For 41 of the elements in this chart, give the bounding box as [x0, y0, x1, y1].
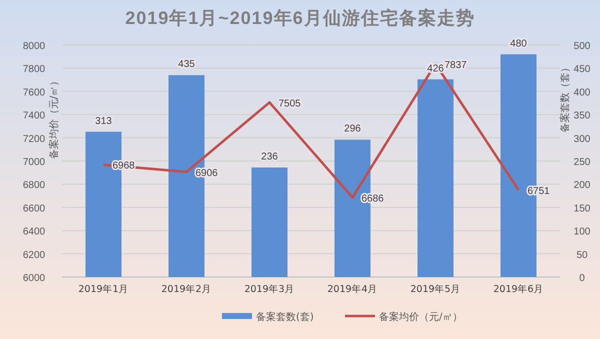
data-label: 6968 [112, 160, 136, 172]
legend-label: 备案套数(套) [256, 311, 314, 323]
y-axis-title: 备案均价（元/㎡） [48, 76, 60, 160]
y2-tick-label: 150 [574, 203, 591, 214]
data-label: 480 [510, 38, 528, 50]
y-tick-label: 8000 [22, 41, 46, 52]
legend-label: 备案均价（元/㎡） [379, 311, 462, 323]
data-label: 7837 [444, 60, 468, 71]
y2-axis-title: 备案套数（套） [559, 62, 571, 132]
y2-tick-label: 250 [574, 157, 591, 168]
y2-tick-label: 0 [579, 273, 586, 284]
x-tick-label: 2019年2月 [161, 283, 212, 295]
y2-tick-label: 400 [574, 87, 591, 98]
y-tick-label: 6800 [22, 180, 46, 192]
y2-tick-label: 50 [576, 250, 588, 261]
y-tick-label: 7600 [22, 87, 46, 98]
y-tick-label: 6600 [22, 203, 46, 214]
chart-title: 2019年1月~2019年6月仙游住宅备案走势 [125, 8, 475, 28]
y2-tick-label: 350 [574, 110, 591, 122]
data-label: 296 [344, 124, 362, 135]
y-tick-label: 7200 [22, 134, 46, 145]
y2-tick-label: 500 [574, 41, 591, 52]
data-label: 236 [261, 151, 278, 162]
y-tick-label: 6400 [22, 226, 46, 238]
y-tick-label: 7400 [22, 110, 46, 122]
y2-tick-label: 300 [574, 134, 591, 145]
data-label: 435 [178, 59, 196, 70]
y-tick-label: 6000 [22, 273, 46, 284]
y2-tick-label: 200 [574, 180, 591, 192]
y-tick-label: 6200 [22, 250, 46, 261]
x-tick-label: 2019年1月 [78, 283, 129, 295]
x-tick-label: 2019年6月 [493, 283, 544, 295]
data-label: 7505 [278, 98, 302, 110]
y-tick-label: 7800 [22, 64, 46, 76]
x-tick-label: 2019年5月 [410, 283, 461, 295]
y2-tick-label: 450 [574, 64, 591, 76]
x-tick-label: 2019年4月 [327, 283, 378, 295]
data-label: 313 [95, 116, 112, 127]
x-tick-label: 2019年3月 [244, 283, 295, 295]
y2-tick-label: 100 [574, 226, 591, 238]
y-tick-label: 7000 [22, 157, 46, 168]
